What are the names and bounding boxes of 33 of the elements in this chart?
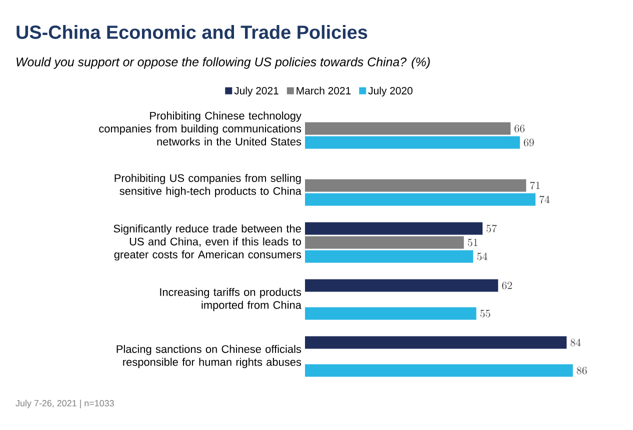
data-label: 66 xyxy=(514,124,525,132)
data-label: 69 xyxy=(524,138,534,146)
bar xyxy=(305,307,476,320)
bar xyxy=(305,179,526,192)
chart-title: US-China Economic and Trade Policies xyxy=(16,25,368,39)
data-label: 74 xyxy=(540,196,550,204)
data-label: 84 xyxy=(570,338,581,346)
bar xyxy=(305,122,511,135)
text: July 7-26, 2021 | n=1033 xyxy=(16,400,114,408)
legend-label: July 2021 xyxy=(234,86,278,96)
y-tick-label: Prohibiting Chinese technology companies from building communications networks in the United States xyxy=(99,112,302,146)
bar xyxy=(305,336,567,349)
data-label: 62 xyxy=(502,282,512,290)
y-tick-label: Prohibiting US companies from selling sensitive high-tech products to China xyxy=(114,174,302,198)
data-label: 55 xyxy=(480,310,490,318)
data-label: 54 xyxy=(477,252,488,260)
legend-label: July 2020 xyxy=(368,86,412,96)
y-tick-label: Increasing tariffs on products imported from China xyxy=(160,288,302,312)
bar xyxy=(305,236,464,249)
bar xyxy=(305,250,474,263)
y-tick-label: Significantly reduce trade between the US and China, even if this leads to greater costs for American consumers xyxy=(114,224,302,261)
y-tick-label: Placing sanctions on Chinese officials responsible for human rights abuses xyxy=(116,344,302,368)
bar xyxy=(305,136,520,149)
legend-label: March 2021 xyxy=(296,86,351,94)
data-label: 86 xyxy=(576,366,587,374)
bar xyxy=(305,222,483,235)
data-label: 57 xyxy=(486,224,497,232)
bar xyxy=(305,279,498,292)
bar xyxy=(305,364,573,377)
bar xyxy=(305,193,536,206)
data-label: 71 xyxy=(530,182,540,190)
data-label: 51 xyxy=(468,238,478,246)
chart-subtitle: Would you support or oppose the following US policies towards China? (%) xyxy=(16,57,430,69)
